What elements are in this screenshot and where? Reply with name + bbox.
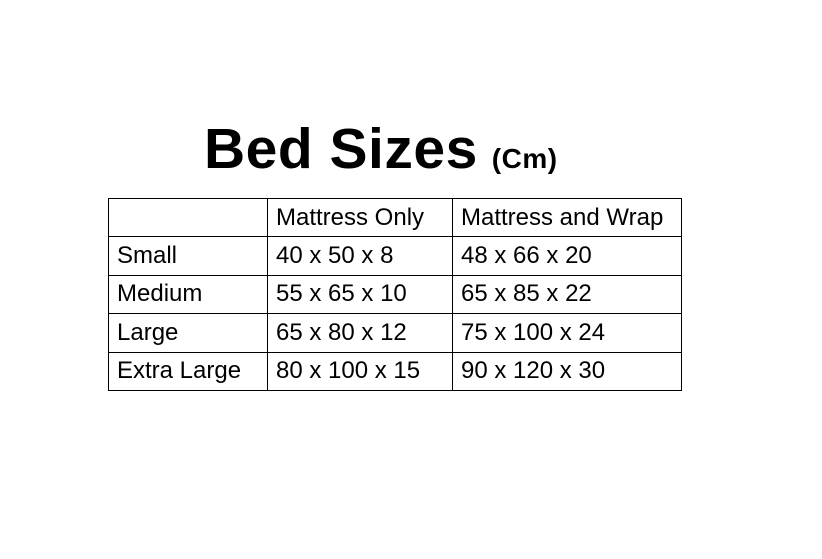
row-label: Large	[108, 313, 268, 353]
mattress-only-value: 80 x 100 x 15	[267, 351, 453, 391]
mattress-and-wrap-value: 90 x 120 x 30	[452, 351, 682, 391]
table-row-small: Small 40 x 50 x 8 48 x 66 x 20	[108, 236, 682, 276]
mattress-and-wrap-value: 65 x 85 x 22	[452, 274, 682, 315]
bed-sizes-table: Mattress Only Mattress and Wrap Small 40…	[108, 197, 682, 391]
mattress-only-value: 55 x 65 x 10	[267, 274, 453, 315]
mattress-and-wrap-value: 48 x 66 x 20	[452, 236, 682, 276]
row-label: Small	[108, 236, 268, 276]
table-row-large: Large 65 x 80 x 12 75 x 100 x 24	[108, 313, 682, 353]
table-row-medium: Medium 55 x 65 x 10 65 x 85 x 22	[108, 274, 682, 315]
mattress-and-wrap-value: 75 x 100 x 24	[452, 313, 682, 353]
header-cell-blank	[108, 197, 268, 238]
mattress-only-value: 40 x 50 x 8	[267, 236, 453, 276]
table-header-row: Mattress Only Mattress and Wrap	[108, 197, 682, 238]
page-title-unit: (Cm)	[491, 143, 558, 174]
row-label: Medium	[108, 274, 268, 315]
table-row-extra-large: Extra Large 80 x 100 x 15 90 x 120 x 30	[108, 351, 682, 391]
header-cell-mattress-and-wrap: Mattress and Wrap	[452, 197, 682, 238]
header-cell-mattress-only: Mattress Only	[267, 197, 453, 238]
mattress-only-value: 65 x 80 x 12	[267, 313, 453, 353]
page-title: Bed Sizes (Cm)	[204, 121, 558, 178]
row-label: Extra Large	[108, 351, 268, 391]
page-title-text: Bed Sizes	[204, 117, 478, 181]
